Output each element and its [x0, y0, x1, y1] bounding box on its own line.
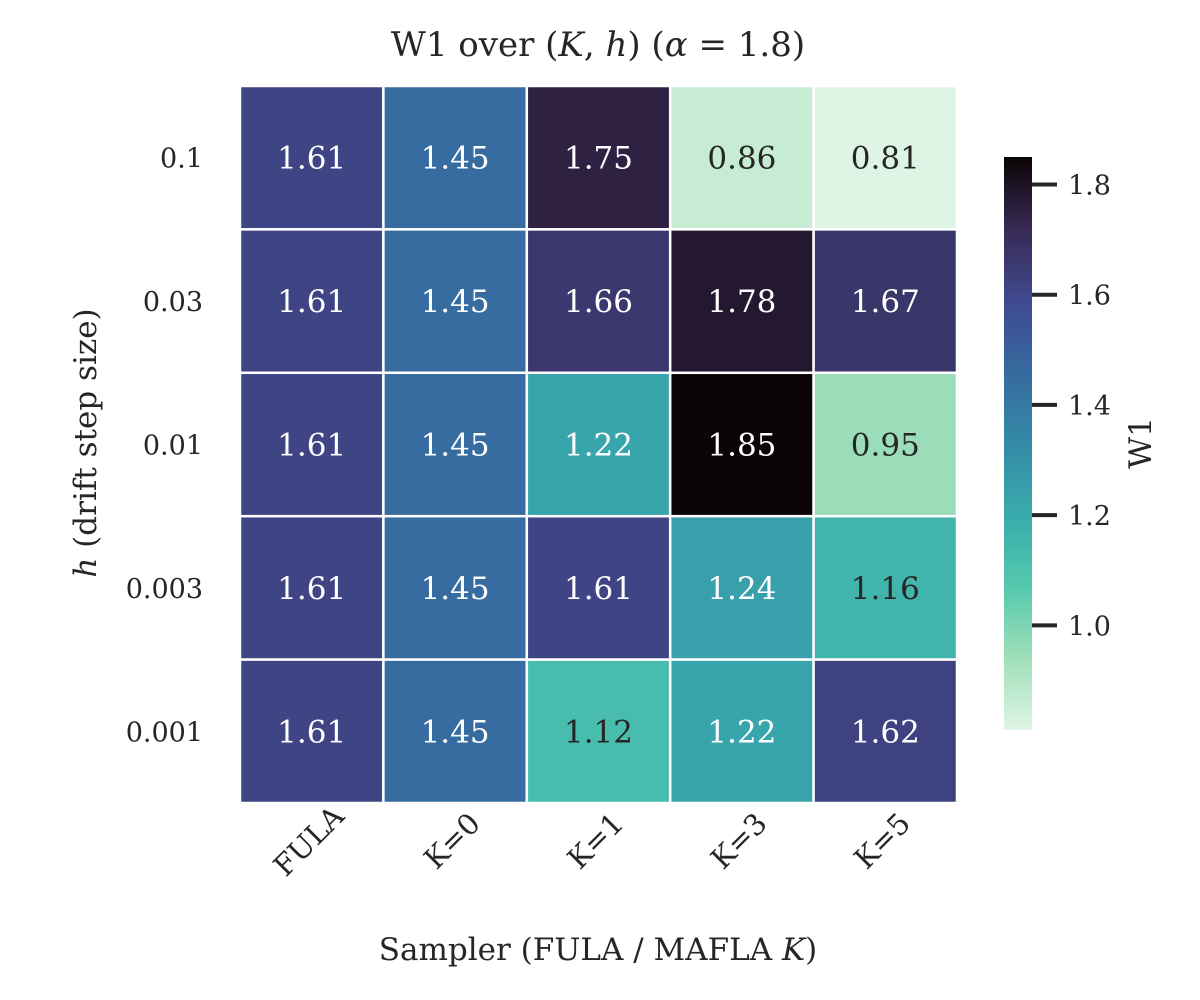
x-axis-label: Sampler (FULA / MAFLA K)	[379, 932, 818, 968]
y-tick-label: 0.03	[143, 287, 203, 318]
heatmap-cell	[238, 84, 385, 231]
heatmap-cell	[668, 514, 815, 661]
colorbar-tick-label: 1.2	[1068, 501, 1111, 532]
cell-value-label: 1.61	[277, 428, 346, 464]
cell-value-label: 1.45	[421, 714, 490, 750]
cell-value-label: 1.78	[707, 284, 776, 320]
heatmap-cell	[382, 371, 529, 518]
cell-value-label: 1.61	[277, 571, 346, 607]
heatmap-cell	[525, 658, 672, 805]
cell-value-label: 1.66	[564, 284, 633, 320]
heatmap-cell	[668, 371, 815, 518]
y-axis-label: h (drift step size)	[68, 308, 104, 577]
chart-title: W1 over (K, h) (α = 1.8)	[391, 25, 805, 65]
cell-value-label: 1.45	[421, 284, 490, 320]
cell-value-label: 1.62	[851, 714, 920, 750]
heatmap-cell-labels: 1.61 1.45 1.75 0.86 0.81 1.61 1.45 1.66 1.78 1.67…	[277, 141, 920, 751]
heatmap-cell	[238, 514, 385, 661]
heatmap-cell	[238, 228, 385, 375]
cell-value-label: 1.22	[707, 714, 776, 750]
heatmap-cell	[525, 228, 672, 375]
y-tick-labels: 0.1 0.03 0.01 0.003 0.001	[126, 144, 203, 749]
y-tick-label: 0.1	[160, 144, 203, 175]
x-tick-label: K=1	[561, 806, 631, 876]
x-tick-label: K=5	[847, 806, 917, 876]
colorbar	[1004, 157, 1032, 730]
cell-value-label: 1.85	[707, 428, 776, 464]
colorbar-ticks: 1.0 1.2 1.4 1.6 1.8	[1032, 171, 1111, 642]
x-tick-label: K=0	[417, 806, 487, 876]
cell-value-label: 0.95	[851, 428, 920, 464]
heatmap-cells	[238, 84, 959, 805]
colorbar-label: W1	[1123, 417, 1159, 469]
cell-value-label: 1.75	[564, 141, 633, 177]
cell-value-label: 1.45	[421, 571, 490, 607]
cell-value-label: 1.67	[851, 284, 920, 320]
cell-value-label: 0.81	[851, 141, 920, 177]
colorbar-tick-label: 1.4	[1068, 391, 1111, 422]
cell-value-label: 0.86	[707, 141, 776, 177]
x-tick-label: K=3	[704, 806, 774, 876]
heatmap-cell	[238, 658, 385, 805]
colorbar-tick-label: 1.0	[1068, 611, 1111, 642]
cell-value-label: 1.61	[277, 141, 346, 177]
heatmap-cell	[525, 514, 672, 661]
cell-value-label: 1.61	[564, 571, 633, 607]
y-tick-label: 0.01	[143, 431, 203, 462]
y-tick-label: 0.001	[126, 717, 203, 748]
colorbar-tick-label: 1.6	[1068, 281, 1111, 312]
heatmap-cell	[812, 658, 959, 805]
cell-value-label: 1.22	[564, 428, 633, 464]
cell-value-label: 1.45	[421, 141, 490, 177]
cell-value-label: 1.24	[707, 571, 776, 607]
cell-value-label: 1.16	[851, 571, 920, 607]
heatmap-cell	[382, 84, 529, 231]
cell-value-label: 1.12	[564, 714, 633, 750]
heatmap-cell	[812, 228, 959, 375]
x-tick-labels: FULA K=0 K=1 K=3 K=5	[267, 798, 917, 883]
cell-value-label: 1.61	[277, 284, 346, 320]
heatmap-cell	[812, 514, 959, 661]
colorbar-tick-label: 1.8	[1068, 171, 1111, 202]
y-tick-label: 0.003	[126, 574, 203, 605]
heatmap-cell	[382, 514, 529, 661]
heatmap-cell	[525, 84, 672, 231]
x-tick-label: FULA	[267, 798, 352, 883]
heatmap-cell	[382, 658, 529, 805]
cell-value-label: 1.45	[421, 428, 490, 464]
cell-value-label: 1.61	[277, 714, 346, 750]
